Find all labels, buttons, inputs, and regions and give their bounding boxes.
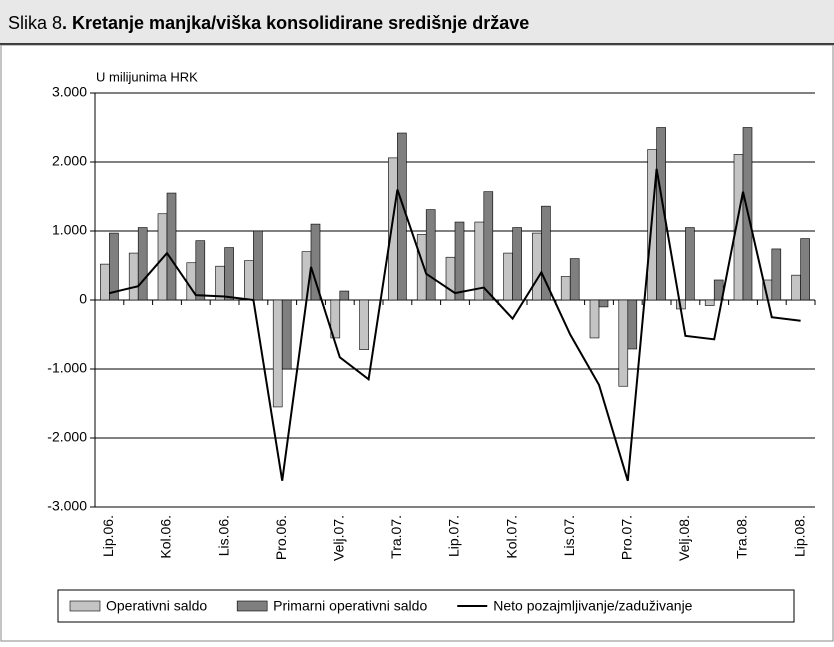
bar <box>618 299 629 387</box>
bar <box>215 265 225 301</box>
x-tick-label: Velj.08. <box>676 515 692 561</box>
bar <box>445 256 456 301</box>
x-tick-label: Kol.06. <box>158 515 174 559</box>
bar <box>589 299 600 339</box>
y-axis-label: U milijunima HRK <box>96 69 198 84</box>
bar <box>425 209 436 301</box>
bar <box>704 299 715 306</box>
chart-title: . Kretanje manjka/viška konsolidirane sr… <box>62 13 529 33</box>
x-tick-label: Tra.08. <box>734 515 750 559</box>
x-tick-label: Pro.06. <box>273 515 289 560</box>
bar <box>281 299 292 370</box>
legend-label: Primarni operativni saldo <box>273 598 427 614</box>
line <box>109 168 801 482</box>
bar <box>791 274 801 301</box>
bar <box>253 230 263 301</box>
legend-label: Operativni saldo <box>106 598 207 614</box>
bar <box>244 260 254 301</box>
x-tick-label: Lip.07. <box>446 515 462 557</box>
bar <box>397 132 407 301</box>
frame <box>0 44 834 642</box>
bar <box>627 299 638 350</box>
bar <box>100 263 110 301</box>
y-tick-label: 0 <box>79 291 87 307</box>
x-tick-label: Tra.07. <box>388 515 404 559</box>
y-tick-label: 1.000 <box>52 222 87 238</box>
bar <box>483 191 494 301</box>
y-tick-label: -2.000 <box>47 429 87 445</box>
bar <box>388 157 398 301</box>
bar <box>330 299 341 339</box>
bar <box>359 299 369 350</box>
bar <box>532 232 542 301</box>
bar <box>512 227 522 301</box>
x-tick-label: Pro.07. <box>619 515 635 560</box>
x-tick-label: Lis.07. <box>561 515 577 556</box>
bar <box>310 223 321 301</box>
legend-label: Neto pozajmljivanje/zaduživanje <box>493 598 692 614</box>
x-tick-label: Velj.07. <box>331 515 347 561</box>
bar <box>454 221 465 301</box>
bar <box>166 192 177 301</box>
bar <box>224 247 234 301</box>
x-tick-label: Kol.07. <box>503 515 519 559</box>
header-title: Slika 8. Kretanje manjka/viška konsolidi… <box>8 13 529 33</box>
figure-label: Slika 8 <box>8 13 62 33</box>
bar <box>541 205 551 301</box>
bar <box>771 248 782 301</box>
legend-swatch <box>69 600 101 612</box>
bar <box>137 227 148 301</box>
x-tick-label: Lip.08. <box>791 515 807 557</box>
y-tick-label: -3.000 <box>47 498 87 514</box>
x-tick-label: Lip.06. <box>100 515 116 557</box>
bar <box>503 252 513 301</box>
legend-swatch <box>236 600 268 612</box>
y-tick-label: 2.000 <box>52 153 87 169</box>
bar <box>656 127 666 301</box>
bar <box>128 252 139 301</box>
bar <box>569 258 580 301</box>
bar <box>109 232 119 301</box>
legend-box <box>57 589 795 623</box>
bar <box>339 290 350 301</box>
bar <box>685 227 695 301</box>
y-tick-label: -1.000 <box>47 360 87 376</box>
bar <box>272 299 283 408</box>
bar <box>195 240 206 301</box>
bar <box>800 238 810 301</box>
x-tick-label: Lis.06. <box>215 515 231 556</box>
header-bar <box>0 0 834 44</box>
bar <box>560 276 571 301</box>
y-tick-label: 3.000 <box>52 84 87 100</box>
bar <box>598 299 609 308</box>
